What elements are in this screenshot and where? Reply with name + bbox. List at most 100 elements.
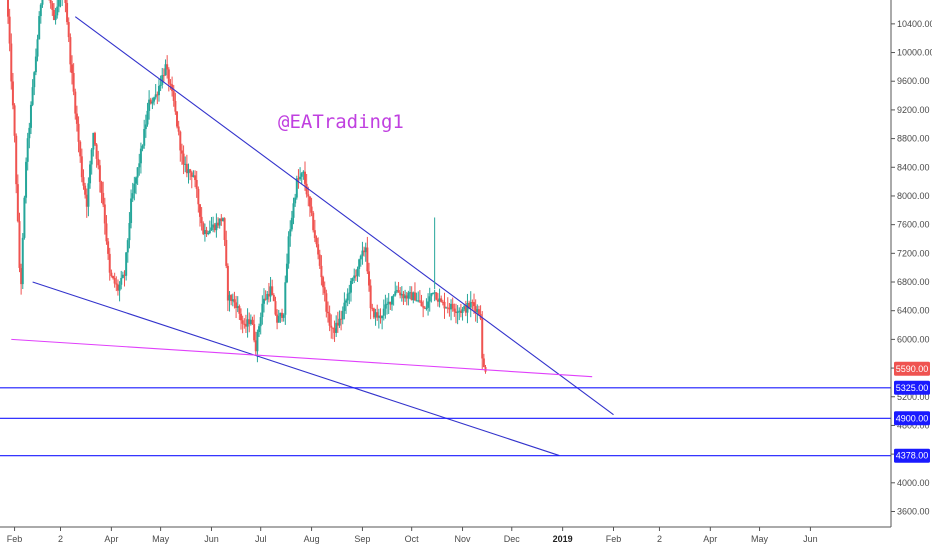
candle [417, 291, 420, 303]
candle [361, 241, 364, 265]
candle [221, 217, 224, 222]
candle [425, 298, 428, 311]
candle [238, 304, 241, 320]
candle [139, 142, 142, 174]
candle [249, 314, 252, 326]
y-tick-label: 3600.00 [897, 506, 930, 516]
candle [443, 292, 446, 319]
last-price-badge: 5590.00 [894, 361, 930, 376]
candle [98, 159, 101, 193]
candle [340, 310, 343, 331]
candle [390, 295, 393, 311]
candle [72, 63, 75, 96]
candle [148, 90, 151, 120]
candle [31, 79, 34, 107]
candle [187, 163, 190, 184]
candle [52, 3, 55, 21]
candle [153, 96, 156, 106]
candle [363, 246, 366, 257]
candle [354, 269, 357, 281]
candle [284, 275, 287, 325]
candle [372, 307, 375, 320]
candle [394, 281, 397, 297]
candle [87, 177, 90, 217]
x-tick-label: Jun [803, 534, 818, 544]
candle [177, 120, 180, 136]
candle [454, 303, 457, 324]
candle [436, 293, 439, 307]
y-tick-label: 5200.00 [897, 392, 930, 402]
candle [15, 133, 18, 194]
candle [194, 170, 197, 188]
candle [236, 296, 239, 313]
candle [313, 219, 316, 243]
candle [262, 288, 265, 313]
candle [473, 293, 476, 315]
candle [377, 308, 380, 329]
candle [310, 197, 313, 217]
candle [174, 92, 177, 115]
x-tick-label: Jul [255, 534, 267, 544]
candle [207, 230, 210, 236]
candle [51, 0, 54, 16]
candle [282, 313, 285, 322]
y-tick-label: 8000.00 [897, 191, 930, 201]
candle [218, 218, 221, 229]
candle [300, 172, 303, 185]
candle [315, 235, 318, 248]
x-tick-label: Dec [504, 534, 521, 544]
candle [159, 75, 162, 92]
candle [482, 353, 485, 368]
candle [102, 181, 105, 208]
x-tick-label: May [751, 534, 769, 544]
candle [382, 299, 385, 321]
candle [60, 0, 62, 8]
y-tick-label: 7600.00 [897, 220, 930, 230]
candle [323, 281, 326, 302]
candle [192, 170, 195, 178]
y-tick-label: 4800.00 [897, 420, 930, 430]
candle [402, 291, 405, 306]
x-tick-label: May [152, 534, 170, 544]
candle [287, 231, 290, 269]
y-tick-label: 9200.00 [897, 105, 930, 115]
candle [333, 320, 336, 342]
level-price-badge: 4900.00 [894, 411, 930, 426]
candle [69, 33, 72, 73]
candle [79, 140, 82, 163]
candle [422, 300, 425, 318]
candle [184, 156, 187, 173]
candle [418, 290, 421, 303]
candle [77, 116, 80, 153]
candle [105, 215, 108, 245]
candle [118, 281, 121, 302]
candle [312, 210, 315, 233]
x-tick-label: 2019 [553, 534, 573, 544]
candle [56, 0, 59, 19]
candle [116, 279, 119, 296]
candle [428, 287, 431, 312]
lower-trendline [32, 281, 560, 457]
x-tick-label: Sep [354, 534, 370, 544]
candle [82, 169, 85, 190]
candle [90, 147, 93, 175]
watermark-text: @EATrading1 [278, 111, 404, 133]
candle [161, 67, 164, 89]
candle [41, 0, 44, 8]
candle [331, 327, 334, 340]
candle [343, 292, 346, 320]
candle [307, 186, 310, 207]
candle [353, 268, 356, 284]
candle [481, 311, 484, 369]
candle [335, 315, 338, 337]
candle [235, 295, 238, 319]
candle [151, 97, 154, 110]
x-tick-label: Feb [606, 534, 622, 544]
y-tick-label: 8800.00 [897, 134, 930, 144]
x-tick-label: 2 [58, 534, 63, 544]
candle [368, 262, 371, 292]
candle [95, 142, 98, 168]
candle [356, 266, 359, 282]
